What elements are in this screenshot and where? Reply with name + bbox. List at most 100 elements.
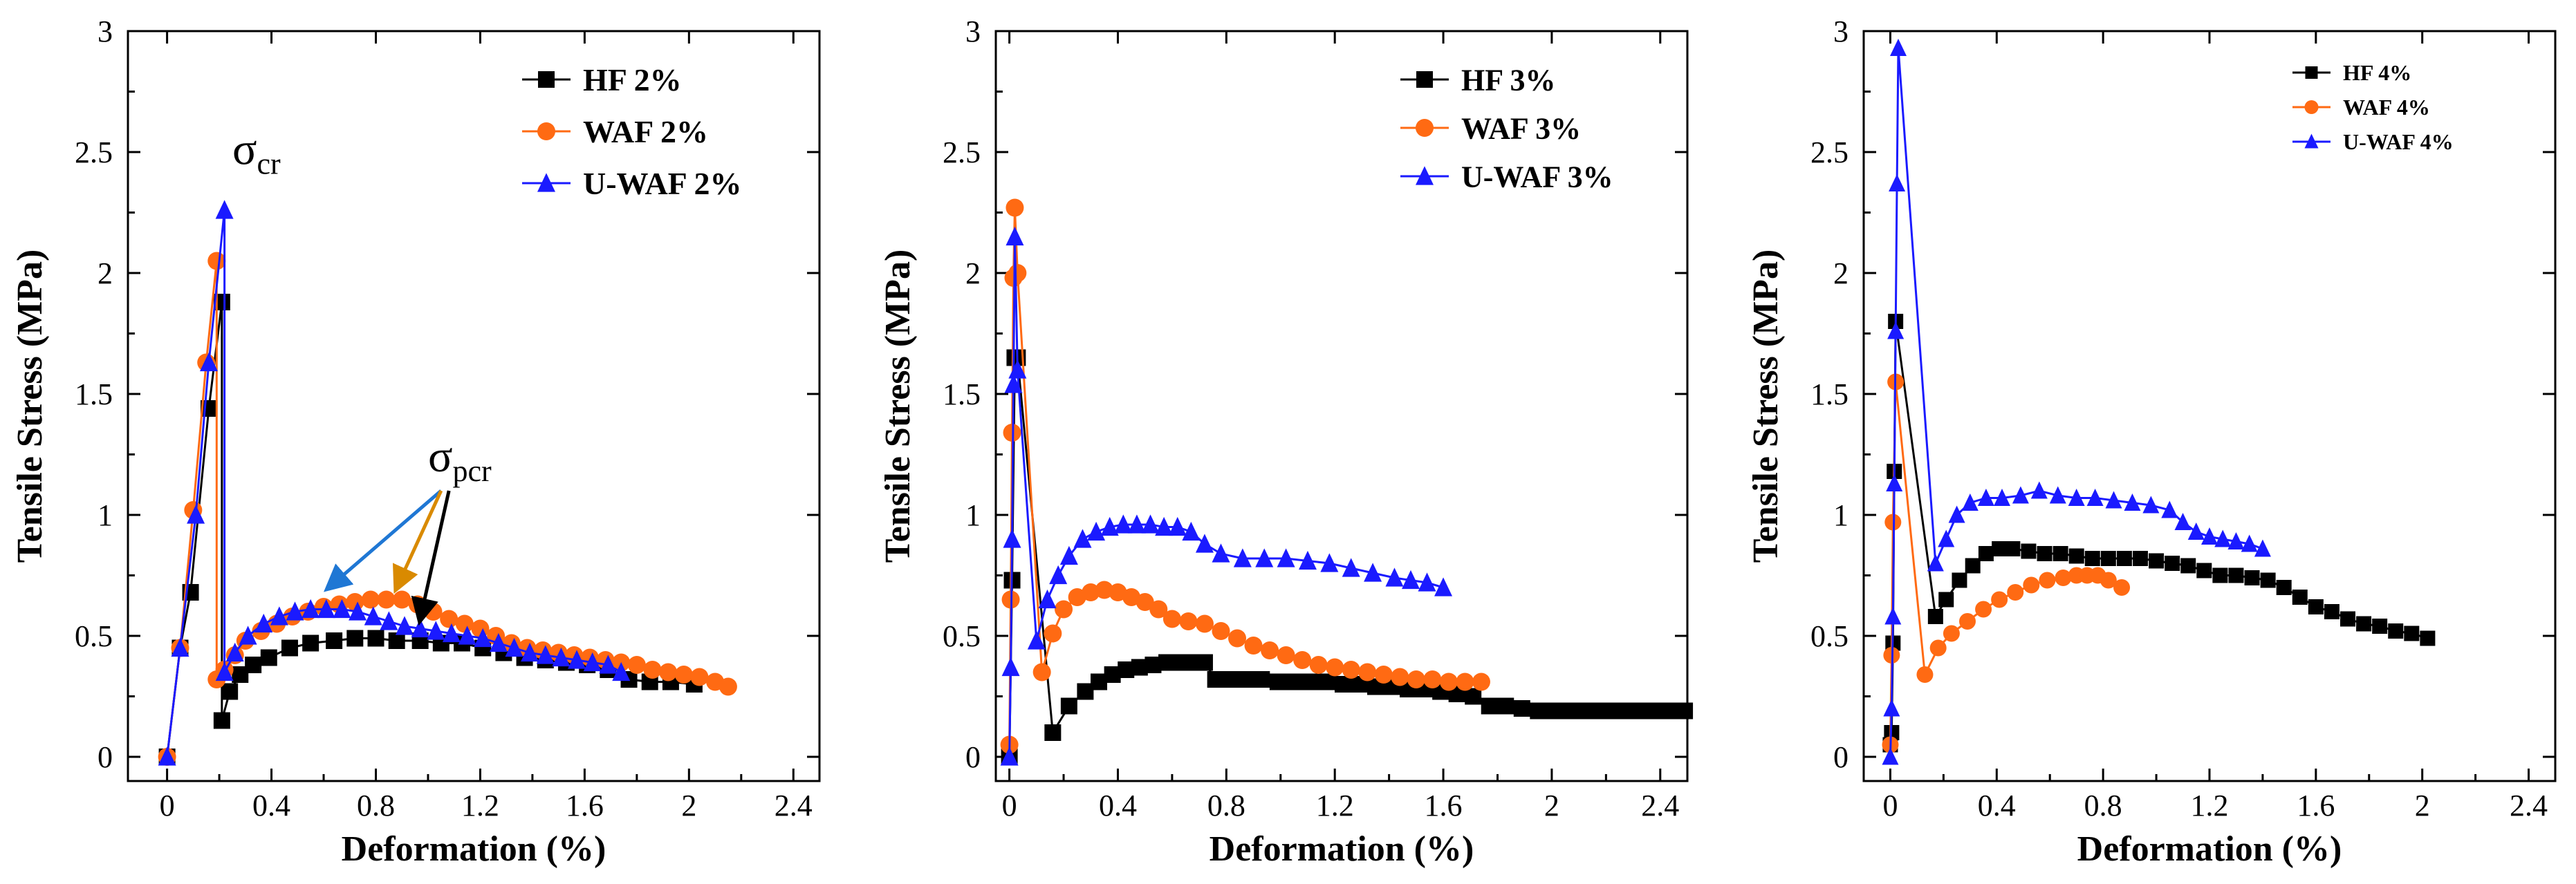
data-point [1992,541,2008,556]
data-point [1644,702,1661,720]
data-point [2308,599,2324,614]
data-point [1100,516,1119,536]
data-point [1253,671,1270,688]
x-tick-label: 2 [681,789,696,822]
data-point [2196,563,2212,579]
data-point [1008,264,1027,282]
data-point [612,661,631,681]
data-point [427,621,445,640]
data-point [1168,516,1187,536]
data-point [380,611,398,630]
data-point [1562,702,1579,720]
data-point [1938,529,1955,547]
data-point [1938,592,1954,608]
legend-label: WAF 2% [583,114,708,149]
x-tick-label: 1.6 [566,789,604,822]
data-point [1578,702,1595,720]
legend: HF 2% WAF 2% U-WAF 2% [522,62,742,201]
data-point [1884,607,1902,625]
data-point [2356,616,2372,632]
y-tick-label: 1 [1833,498,1848,532]
chart-3-percent: 0 0.4 0.8 1.2 1.6 2 2.4 0 0.5 1 1.5 2 2.5 3 Deformatio… [878,15,1694,869]
data-point [1886,473,1903,492]
data-point [2084,551,2100,566]
data-point [643,661,662,679]
legend-label: WAF 4% [2343,95,2430,120]
data-point [1952,572,1967,588]
x-tick-label: 1.2 [1316,789,1354,822]
data-point [1244,637,1263,655]
data-point [1008,359,1027,379]
x-tick-label: 0.8 [1207,789,1245,822]
data-point [1611,702,1628,720]
data-point [1423,670,1442,688]
data-point [2276,580,2292,595]
y-tick-label: 2 [965,256,981,290]
data-point [1546,702,1563,720]
data-point [1059,545,1078,565]
data-point [171,637,189,657]
legend-label: HF 3% [1461,63,1555,97]
data-point [2113,579,2131,596]
data-point [1195,534,1214,553]
data-point [213,712,230,729]
legend-marker [2304,133,2319,149]
data-point [2340,611,2355,627]
legend-label: U-WAF 2% [583,166,742,201]
data-point [1136,593,1154,611]
y-tick-label: 2 [1833,256,1848,290]
data-point [1196,654,1213,671]
data-point [1122,588,1141,606]
data-point [260,649,277,666]
data-point [221,683,239,700]
data-point [1309,656,1328,674]
series-u-waf-4- [1882,38,2271,765]
data-point [1298,550,1317,570]
data-point [1890,38,1907,57]
data-point [1916,666,1934,683]
legend-label: WAF 3% [1461,111,1581,145]
data-point [2228,567,2244,583]
data-point [440,610,458,628]
data-point [1027,630,1046,650]
data-point [1342,558,1360,577]
data-point [1286,673,1303,690]
data-point [1994,488,2010,507]
data-point [1465,688,1482,705]
series-hf-3- [1001,349,1694,765]
data-point [1627,702,1644,720]
data-point [1095,581,1113,599]
data-point [1261,641,1279,659]
data-point [1975,601,1992,618]
data-point [521,642,539,662]
data-point [2292,590,2308,605]
data-point [2201,527,2218,545]
data-point [1456,673,1474,691]
x-tick-label: 1.6 [2297,789,2335,822]
y-tick-label: 3 [98,15,113,48]
data-point [2254,539,2271,557]
y-tick-label: 2.5 [943,135,981,169]
data-point [2030,481,2048,499]
data-point [1991,591,2008,608]
data-point [1006,226,1024,246]
data-point [1155,516,1174,536]
data-point [393,590,411,609]
plot-frame [994,30,1689,782]
data-point [424,603,443,621]
data-point [2055,570,2072,586]
data-point [1961,493,1979,511]
x-tick-label: 0 [1882,789,1898,822]
data-point [270,606,288,626]
series-u-waf-2- [158,200,631,766]
data-point [1212,543,1230,563]
data-point [2012,486,2029,504]
data-point [2133,551,2148,566]
data-point [1472,673,1490,691]
data-point [719,677,737,696]
data-point [1364,563,1382,582]
data-point [388,632,405,649]
data-point [2180,558,2196,574]
data-point [1385,567,1404,587]
